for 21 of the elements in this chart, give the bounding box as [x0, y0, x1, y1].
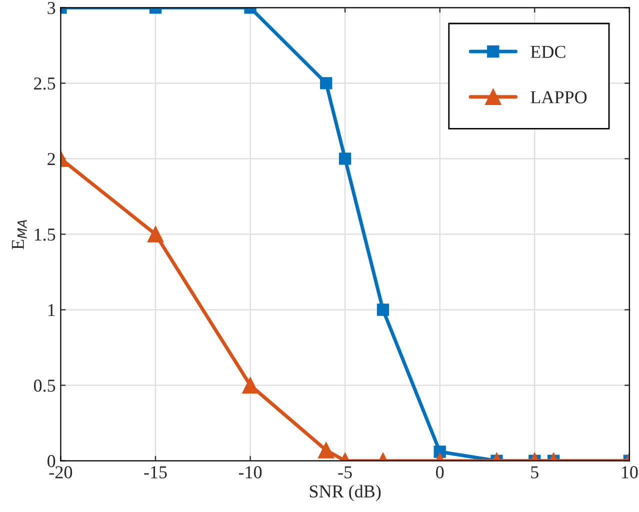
- point: [338, 152, 352, 165]
- point: [376, 304, 390, 316]
- y-tick-label: 2.5: [34, 78, 56, 90]
- point: [147, 226, 164, 242]
- x-tick-label: 10: [622, 466, 638, 478]
- y-tick-label: 0.5: [34, 380, 56, 392]
- y-tick-label: 3: [48, 2, 56, 14]
- x-tick-label: 0: [436, 466, 444, 478]
- x-axis-title: SNR (dB): [310, 484, 381, 502]
- x-tick-label: -5: [338, 466, 352, 478]
- y-tick-label: 0: [48, 455, 56, 468]
- x-tick-label: 5: [531, 466, 538, 478]
- y-axis-title: E$_{MA}$: [12, 220, 27, 250]
- y-tick-label: 2: [48, 153, 55, 165]
- y-tick-label: 1.5: [34, 228, 56, 241]
- x-tick-label: -20: [49, 466, 72, 478]
- x-tick-label: -15: [144, 466, 167, 478]
- x-tick-label: -10: [238, 466, 262, 478]
- y-tick-label: 1: [48, 304, 55, 316]
- legend-label: LAPPO: [530, 91, 587, 104]
- legend-label: EDC: [530, 46, 566, 58]
